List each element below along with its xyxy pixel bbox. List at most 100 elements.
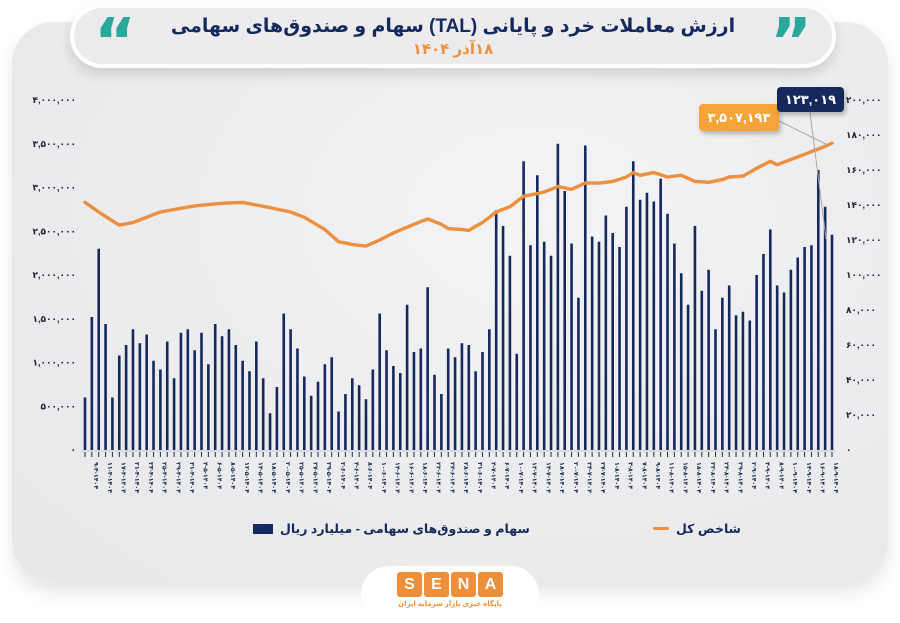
chart-title: ارزش معاملات خرد و پایانی (TAL) سهام و ص… [170,15,736,37]
bar [207,364,210,450]
x-axis-date-label: ۷-۸-۱۴۰۴ [640,462,647,489]
bar [227,329,231,450]
left-axis-tick-label: ۱,۵۰۰,۰۰۰ [33,314,76,324]
x-axis-date-label: ۲۵-۵-۱۴۰۴ [298,462,305,493]
x-axis-date-label: ۱۷-۴-۱۴۰۴ [119,462,126,493]
title-block: ارزش معاملات خرد و پایانی (TAL) سهام و ص… [136,15,770,58]
bar [261,378,265,450]
bar [721,297,724,450]
bar [481,352,484,450]
x-axis-date-label: ۲۸-۶-۱۴۰۴ [462,462,469,493]
bar [357,385,361,450]
bar [131,329,135,450]
sena-logo: S E N A پایگاه خبری بازار سرمایه ایران [397,572,503,608]
x-axis-date-label: ۱۴-۷-۱۴۰۴ [544,462,551,493]
bar [542,241,546,450]
bar [337,411,340,450]
bar [193,350,196,450]
bar [618,247,621,450]
left-axis-tick-label: ۳,۵۰۰,۰۰۰ [33,139,76,149]
bar [604,215,608,450]
x-axis-date-label: ۱۸-۶-۱۴۰۴ [421,462,428,493]
bar [789,269,793,450]
bar [529,245,532,450]
bar [727,285,731,450]
legend-item-index: شاخص کل [653,521,741,536]
x-axis-date-label: ۱۸-۹-۱۴۰۴ [832,462,839,493]
bar [631,161,635,450]
bar [186,329,190,450]
x-axis-date-label: ۹-۸-۱۴۰۴ [654,462,661,489]
bar [570,243,573,450]
right-axis-tick-label: ۱۶۰,۰۰۰ [846,165,881,175]
x-axis-date-label: ۶-۷-۱۴۰۴ [503,462,510,489]
bar [536,175,539,450]
bar [810,245,813,450]
x-axis-date-label: ۱۴-۹-۱۴۰۴ [805,462,812,493]
x-axis-date-label: ۲۴-۶-۱۴۰۴ [448,462,455,493]
bar [755,275,758,450]
left-axis-tick-label: ۵۰۰,۰۰۰ [41,401,76,411]
index-last-value-callout: ۳,۵۰۷,۱۹۳ [699,104,779,131]
legend-item-bars: سهام و صندوق‌های سهامی - میلیارد ریال [253,521,530,536]
bar [823,206,827,450]
right-axis-tick-label: ۶۰,۰۰۰ [846,340,876,350]
right-axis-tick-label: ۰ [846,445,852,455]
bar [289,329,292,450]
bar [597,241,601,450]
logo-tagline: پایگاه خبری بازار سرمایه ایران [398,601,502,608]
bar [213,324,217,450]
x-axis-date-label: ۸-۹-۱۴۰۴ [777,462,784,489]
x-axis-date-label: ۹-۴-۱۴۰۴ [92,462,99,489]
bar [748,320,752,450]
x-axis-date-label: ۱۸-۵-۱۴۰۴ [270,462,277,493]
bar [611,233,614,450]
x-axis-date-label: ۲-۶-۱۴۰۴ [339,462,346,489]
bar [350,378,354,450]
bar [159,369,162,450]
x-axis-date-label: ۲۰-۵-۱۴۰۴ [284,462,291,493]
bar [686,304,690,450]
index-line-series [83,141,834,248]
bar [138,343,142,450]
bar [344,394,347,450]
x-axis-date-label: ۲۷-۵-۱۴۰۴ [311,462,318,493]
right-axis-tick-label: ۸۰,۰۰۰ [846,305,876,315]
bar [474,371,477,450]
bar [97,248,101,450]
x-axis-date-label: ۸-۶-۱۴۰۴ [366,462,373,489]
right-axis-tick-label: ۴۰,۰۰۰ [846,375,876,385]
left-axis-tick-label: ۳,۰۰۰,۰۰۰ [33,183,76,193]
x-axis-date-label: ۲۷-۷-۱۴۰۴ [599,462,606,493]
bar [583,145,587,450]
bar [323,364,327,450]
bar-swatch-icon [253,523,273,534]
right-axis-tick-label: ۲۰۰,۰۰۰ [846,95,881,105]
line-swatch-icon [653,527,669,530]
chart-date: ۱۸آذر ۱۴۰۴ [412,40,494,58]
bar [816,170,820,450]
bar [364,399,368,450]
x-axis-date-label: ۴-۵-۱۴۰۴ [202,462,209,489]
bar [398,373,402,450]
bar [371,369,375,450]
x-axis-date-label: ۶-۵-۱۴۰۴ [215,462,222,489]
x-axis-date-label: ۱۵-۸-۱۴۰۴ [681,462,688,493]
left-axis-tick-label: ۴,۰۰۰,۰۰۰ [33,95,76,105]
title-banner: “ ارزش معاملات خرد و پایانی (TAL) سهام و… [70,4,836,75]
bar [488,329,491,450]
x-axis-date-label: ۲۳-۴-۱۴۰۴ [147,462,154,493]
x-axis-date-label: ۲۱-۴-۱۴۰۴ [133,462,140,493]
bar [83,397,87,450]
bar [111,397,114,450]
bar [645,192,649,450]
bar [652,201,656,450]
logo-letter-n: N [451,572,476,597]
x-axis-date-label: ۱-۸-۱۴۰۴ [613,462,620,489]
bar [501,226,505,450]
bar [220,336,224,450]
bar [549,255,553,450]
x-axis-date-label: ۲۴-۸-۱۴۰۴ [723,462,730,493]
x-axis-date-label: ۴-۶-۱۴۰۴ [352,462,359,489]
